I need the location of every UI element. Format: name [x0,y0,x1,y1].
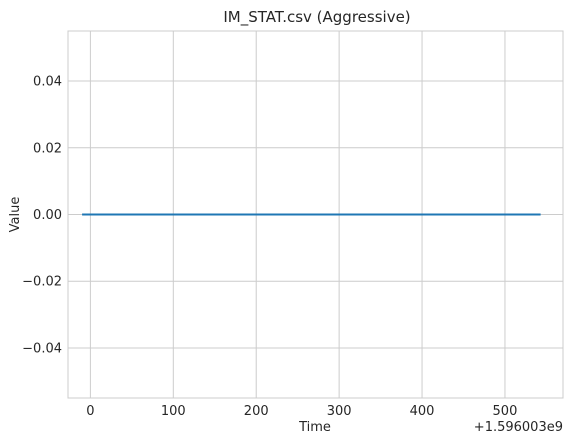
y-tick-labels: −0.04 −0.02 0.00 0.02 0.04 [22,75,62,357]
x-axis-label: Time [298,420,331,435]
y-tick-label: 0.00 [33,208,62,223]
x-tick-label: 500 [493,404,518,419]
y-axis-label: Value [8,197,23,233]
x-tick-labels: 0 100 200 300 400 500 [86,404,517,419]
chart-title: IM_STAT.csv (Aggressive) [223,8,410,27]
x-tick-label: 400 [410,404,435,419]
y-tick-label: 0.04 [33,75,62,90]
x-tick-label: 200 [244,404,269,419]
x-tick-label: 300 [327,404,352,419]
y-tick-label: −0.02 [22,275,62,290]
y-tick-label: −0.04 [22,341,62,356]
x-offset-label: +1.596003e9 [474,420,563,435]
x-tick-label: 100 [161,404,186,419]
x-tick-label: 0 [86,404,94,419]
y-tick-label: 0.02 [33,141,62,156]
